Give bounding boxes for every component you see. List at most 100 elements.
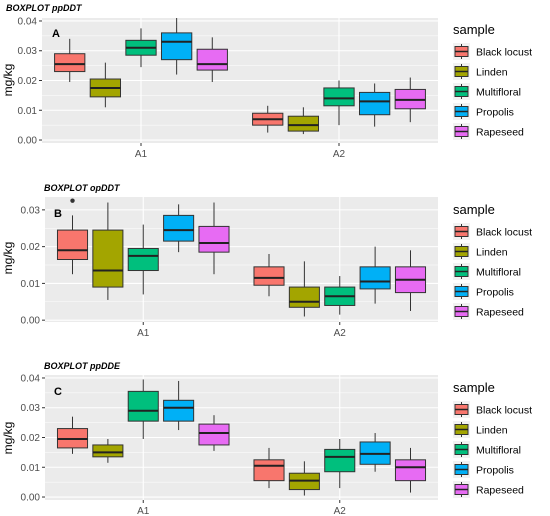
box-body bbox=[359, 266, 391, 290]
box-body bbox=[253, 266, 285, 286]
box-propolis-a1 bbox=[163, 204, 195, 253]
box-body bbox=[394, 459, 427, 482]
box-body bbox=[323, 87, 355, 107]
box-linden-a1 bbox=[92, 202, 124, 300]
box-black-locust-a1 bbox=[56, 416, 89, 454]
panel-label: A bbox=[52, 28, 60, 40]
y-axis-ticks: 0.00 0.01 0.02 0.03 0.04 bbox=[18, 16, 42, 147]
legend-item: Multifloral bbox=[453, 263, 521, 280]
x-tick-label: A1 bbox=[137, 506, 150, 516]
y-axis-ticks: 0.00 0.01 0.02 0.03 bbox=[21, 205, 45, 327]
box-body bbox=[198, 225, 230, 253]
legend-label: Linden bbox=[476, 425, 508, 437]
box-body bbox=[163, 399, 195, 422]
x-tick-label: A1 bbox=[137, 328, 150, 339]
legend-label: Propolis bbox=[476, 287, 514, 299]
box-black-locust-a1 bbox=[54, 38, 86, 82]
box-linden-a2 bbox=[287, 107, 320, 135]
panel-title: BOXPLOT ppDDT bbox=[6, 3, 83, 13]
box-rapeseed-a2 bbox=[394, 447, 427, 493]
legend-item: Black locust bbox=[453, 223, 532, 240]
panel-title: BOXPLOT ppDDE bbox=[44, 361, 121, 371]
box-body bbox=[288, 286, 320, 308]
legend-item: Propolis bbox=[453, 461, 514, 478]
legend-item: Propolis bbox=[453, 283, 514, 300]
y-tick-label: 0.01 bbox=[18, 106, 38, 117]
box-black-locust-a2 bbox=[253, 253, 285, 297]
panel-label: B bbox=[54, 208, 62, 220]
legend-item: Linden bbox=[453, 63, 508, 80]
x-axis-ticks: A1 A2 bbox=[137, 500, 346, 516]
boxes bbox=[56, 379, 427, 496]
y-tick-label: 0.03 bbox=[18, 46, 38, 57]
y-tick-label: 0.00 bbox=[18, 136, 38, 147]
x-tick-label: A2 bbox=[334, 506, 347, 516]
box-body bbox=[324, 448, 356, 473]
legend-label: Multifloral bbox=[476, 445, 521, 457]
y-tick-label: 0.01 bbox=[21, 279, 41, 290]
box-propolis-a2 bbox=[358, 83, 391, 127]
legend-label: Multifloral bbox=[476, 87, 521, 99]
grid-lines bbox=[45, 375, 438, 500]
x-tick-label: A1 bbox=[135, 149, 148, 160]
panel-b: BOXPLOT opDDT B 0.00 0.01 0.02 0.03 A1 A2 mg… bbox=[1, 183, 532, 339]
legend-item: Rapeseed bbox=[453, 481, 524, 498]
box-multifloral-a1 bbox=[127, 224, 159, 295]
legend-label: Rapeseed bbox=[476, 485, 524, 497]
y-tick-label: 0.03 bbox=[21, 205, 41, 216]
legend-item: Rapeseed bbox=[453, 303, 524, 320]
legend-label: Multifloral bbox=[476, 267, 521, 279]
legend-item: Black locust bbox=[453, 401, 532, 418]
box-body bbox=[56, 229, 89, 261]
legend-label: Rapeseed bbox=[476, 127, 524, 139]
box-body bbox=[127, 390, 159, 422]
box-rapeseed-a2 bbox=[394, 77, 426, 123]
y-tick-label: 0.02 bbox=[21, 433, 41, 444]
legend: sample Black locust Linden Multifloral Propo… bbox=[453, 22, 532, 140]
legend-label: Linden bbox=[476, 67, 508, 79]
box-body bbox=[160, 32, 193, 61]
box-linden-a1 bbox=[92, 438, 124, 463]
y-axis-title: mg/kg bbox=[1, 64, 15, 97]
x-axis-ticks: A1 A2 bbox=[135, 143, 346, 160]
box-linden-a2 bbox=[288, 461, 320, 496]
panel-a: BOXPLOT ppDDT A 0.00 0.01 0.02 0.03 0.04 A1 A… bbox=[1, 3, 532, 160]
legend-item: Black locust bbox=[453, 43, 532, 60]
x-axis-ticks: A1 A2 bbox=[137, 322, 346, 339]
box-multifloral-a2 bbox=[324, 276, 356, 315]
legend-label: Propolis bbox=[476, 107, 514, 119]
legend: sample Black locust Linden Multifloral Propo… bbox=[453, 202, 532, 320]
box-body bbox=[92, 229, 124, 288]
legend-item: Linden bbox=[453, 243, 508, 260]
boxes bbox=[56, 198, 427, 317]
outlier-point bbox=[70, 198, 75, 203]
y-tick-label: 0.02 bbox=[21, 242, 41, 253]
box-multifloral-a1 bbox=[125, 28, 157, 68]
y-tick-label: 0.01 bbox=[21, 463, 41, 474]
y-tick-label: 0.04 bbox=[18, 16, 38, 27]
y-tick-label: 0.00 bbox=[21, 493, 41, 504]
legend-item: Propolis bbox=[453, 103, 514, 120]
box-body bbox=[196, 48, 228, 71]
legend-item: Linden bbox=[453, 421, 508, 438]
box-linden-a1 bbox=[89, 62, 122, 108]
box-body bbox=[287, 115, 320, 132]
legend-title: sample bbox=[453, 380, 495, 395]
box-rapeseed-a1 bbox=[198, 415, 230, 451]
box-black-locust-a2 bbox=[253, 447, 285, 489]
y-axis-title: mg/kg bbox=[1, 242, 15, 275]
legend: sample Black locust Linden Multifloral Propo… bbox=[453, 380, 532, 498]
legend-label: Black locust bbox=[476, 227, 532, 239]
box-linden-a2 bbox=[288, 261, 320, 317]
box-multifloral-a2 bbox=[324, 438, 356, 489]
box-body bbox=[253, 459, 285, 482]
box-propolis-a2 bbox=[359, 433, 391, 472]
box-body bbox=[358, 91, 391, 116]
box-propolis-a1 bbox=[160, 18, 193, 75]
y-tick-label: 0.02 bbox=[18, 76, 38, 87]
box-multifloral-a1 bbox=[127, 379, 159, 439]
y-axis-ticks: 0.00 0.01 0.02 0.03 0.04 bbox=[21, 373, 45, 504]
legend-label: Black locust bbox=[476, 47, 532, 59]
legend-label: Black locust bbox=[476, 405, 532, 417]
panel-title: BOXPLOT opDDT bbox=[44, 183, 121, 193]
